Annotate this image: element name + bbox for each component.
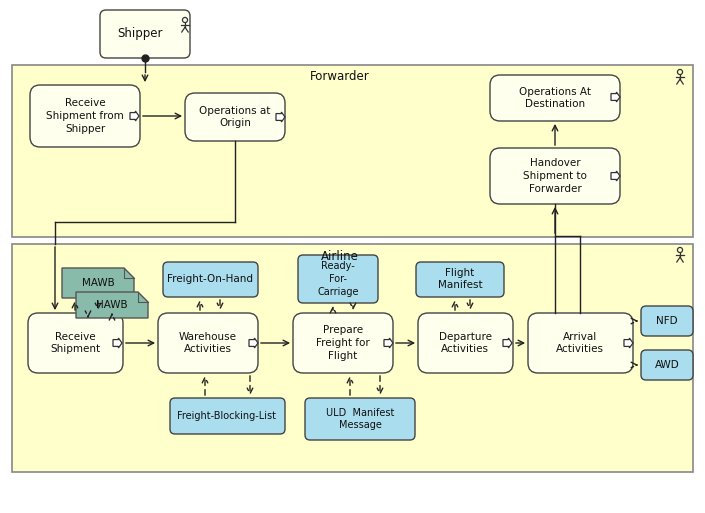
Text: MAWB: MAWB <box>82 278 114 288</box>
FancyBboxPatch shape <box>298 255 378 303</box>
Text: HAWB: HAWB <box>96 300 128 310</box>
FancyBboxPatch shape <box>490 75 620 121</box>
FancyBboxPatch shape <box>416 262 504 297</box>
Text: Freight-Blocking-List: Freight-Blocking-List <box>178 411 276 421</box>
FancyBboxPatch shape <box>293 313 393 373</box>
Polygon shape <box>384 338 393 348</box>
Text: Operations At
Destination: Operations At Destination <box>519 87 591 109</box>
FancyBboxPatch shape <box>100 10 190 58</box>
Text: Shipper: Shipper <box>117 28 163 41</box>
Polygon shape <box>624 338 633 348</box>
FancyBboxPatch shape <box>158 313 258 373</box>
Text: Prepare
Freight for
Flight: Prepare Freight for Flight <box>316 325 370 361</box>
Text: Flight
Manifest: Flight Manifest <box>438 268 482 290</box>
Text: Handover
Shipment to
Forwarder: Handover Shipment to Forwarder <box>523 158 587 194</box>
Text: Warehouse
Activities: Warehouse Activities <box>179 331 237 354</box>
Text: AWD: AWD <box>655 360 680 370</box>
FancyBboxPatch shape <box>28 313 123 373</box>
FancyBboxPatch shape <box>641 350 693 380</box>
Text: ULD  Manifest
Message: ULD Manifest Message <box>326 408 394 430</box>
Text: Receive
Shipment from
Shipper: Receive Shipment from Shipper <box>46 98 124 134</box>
FancyBboxPatch shape <box>305 398 415 440</box>
Text: Receive
Shipment: Receive Shipment <box>50 331 100 354</box>
Polygon shape <box>503 338 512 348</box>
Polygon shape <box>276 112 285 122</box>
Text: Forwarder: Forwarder <box>310 70 370 84</box>
Text: Departure
Activities: Departure Activities <box>439 331 491 354</box>
Bar <box>12 244 693 472</box>
FancyBboxPatch shape <box>528 313 633 373</box>
FancyBboxPatch shape <box>641 306 693 336</box>
Text: Arrival
Activities: Arrival Activities <box>556 331 604 354</box>
Polygon shape <box>249 338 258 348</box>
FancyBboxPatch shape <box>30 85 140 147</box>
FancyBboxPatch shape <box>163 262 258 297</box>
Polygon shape <box>62 268 134 298</box>
Polygon shape <box>611 92 620 102</box>
Text: Operations at
Origin: Operations at Origin <box>200 106 271 128</box>
FancyBboxPatch shape <box>418 313 513 373</box>
FancyBboxPatch shape <box>490 148 620 204</box>
FancyBboxPatch shape <box>170 398 285 434</box>
Polygon shape <box>76 292 148 318</box>
Polygon shape <box>611 171 620 181</box>
Polygon shape <box>130 111 139 121</box>
Bar <box>12 65 693 237</box>
Text: Ready-
For-
Carriage: Ready- For- Carriage <box>317 261 359 297</box>
FancyBboxPatch shape <box>185 93 285 141</box>
Text: Freight-On-Hand: Freight-On-Hand <box>167 274 253 284</box>
Polygon shape <box>113 338 122 348</box>
Text: Airline: Airline <box>321 249 359 263</box>
Text: NFD: NFD <box>656 316 678 326</box>
